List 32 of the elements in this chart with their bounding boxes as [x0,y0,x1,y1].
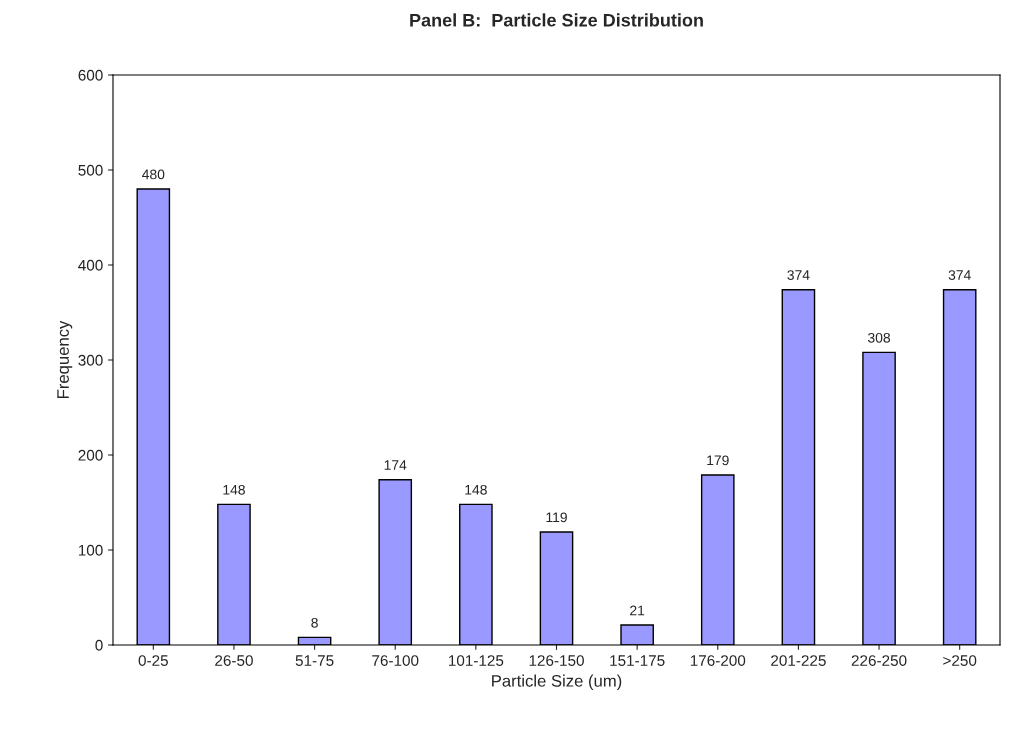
chart-title: Panel B: Particle Size Distribution [410,13,703,27]
x-tick-label: 151-175 [610,655,665,666]
x-tick-label: 176-200 [690,655,746,666]
data-label: 21 [630,605,645,616]
y-tick-label: 200 [78,449,103,461]
x-tick-label: 26-50 [215,655,253,666]
x-tick-label: >250 [943,655,977,666]
data-label: 374 [948,270,971,281]
x-tick-label: 0-25 [138,655,168,666]
data-label: 480 [142,169,165,180]
x-axis-title: Particle Size (um) [492,674,622,691]
y-tick-label: 100 [78,544,103,556]
data-label: 148 [465,484,487,495]
y-tick-label: 400 [78,259,103,271]
x-tick-label: 51-75 [295,655,334,666]
data-label: 119 [546,512,567,523]
data-label: 148 [223,484,245,495]
data-label: 8 [311,617,318,628]
x-tick-label: 101-125 [449,655,504,666]
x-tick-label: 226-250 [851,655,907,666]
data-label: 308 [867,332,891,343]
x-tick-label: 76-100 [372,655,419,666]
data-label: 179 [707,455,729,466]
x-tick-label: 126-150 [529,655,584,666]
y-axis-title: Frequency [57,320,73,398]
y-tick-label: 500 [78,164,103,176]
data-label: 174 [384,460,407,470]
x-tick-label: 201-225 [771,655,826,666]
data-label: 374 [787,270,810,281]
y-tick-label: 0 [95,639,103,651]
y-tick-label: 600 [78,69,103,81]
y-tick-label: 300 [78,354,103,366]
